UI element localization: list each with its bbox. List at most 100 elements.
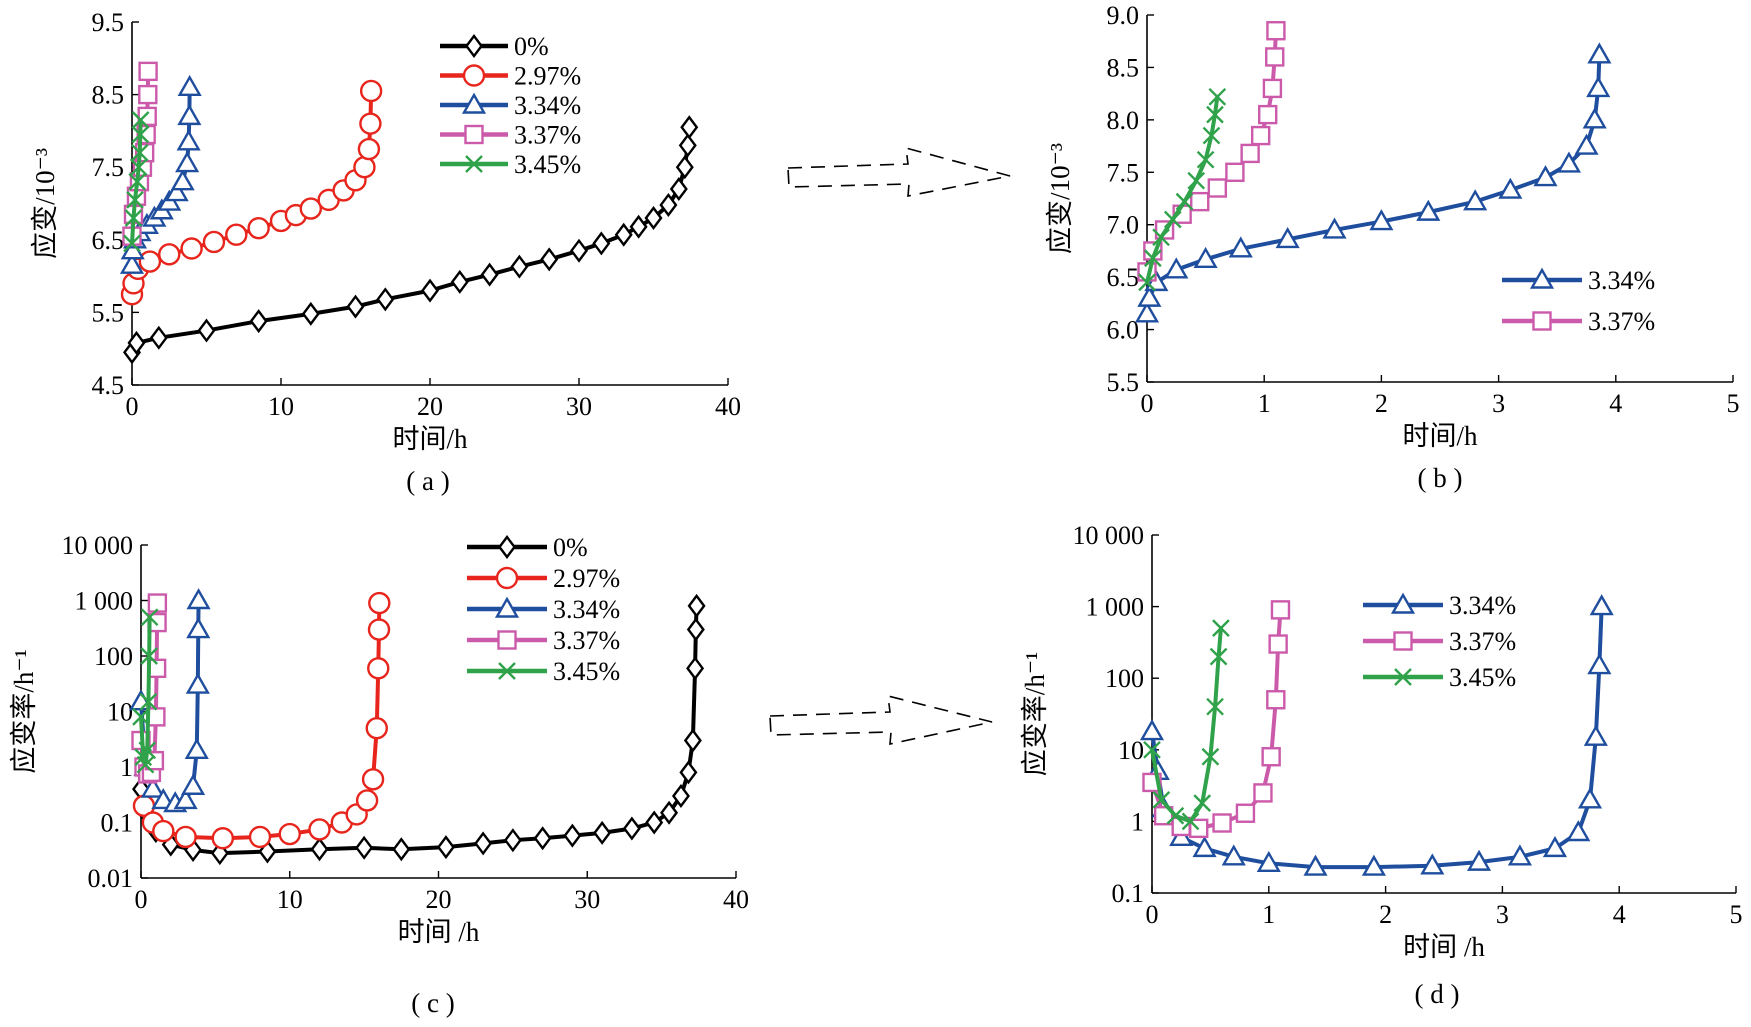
series-2.97%	[132, 591, 391, 850]
legend-marker	[1393, 631, 1413, 651]
data-point	[1193, 794, 1212, 812]
series-0%	[123, 115, 699, 365]
legend: 3.34% 3.37% 3.45%	[1363, 591, 1516, 692]
x-tick-label: 10	[277, 885, 303, 914]
data-point	[474, 831, 493, 856]
legend-label: 3.37%	[553, 626, 620, 655]
data-point	[1221, 844, 1246, 866]
data-point	[450, 269, 469, 294]
data-point	[680, 115, 699, 140]
x-tick-label: 2	[1379, 900, 1392, 929]
series-2.97%	[120, 79, 383, 306]
data-point	[1193, 246, 1218, 269]
y-tick-label: 8.0	[1107, 106, 1140, 135]
data-point	[1589, 594, 1614, 616]
data-point	[1582, 107, 1607, 129]
legend-marker	[465, 34, 483, 58]
x-tick-label: 3	[1492, 389, 1505, 418]
data-point	[131, 111, 150, 129]
x-tick-label: 0	[1146, 900, 1159, 929]
data-point	[249, 309, 268, 334]
data-point	[1240, 143, 1260, 164]
y-tick-label: 8.5	[1107, 53, 1140, 82]
data-point	[1164, 257, 1189, 279]
data-point	[131, 125, 150, 144]
data-point	[1143, 740, 1161, 759]
y-tick-label: 6.5	[92, 226, 125, 255]
data-point	[1202, 126, 1221, 145]
data-point	[563, 823, 582, 848]
data-point	[278, 822, 301, 846]
x-tick-label: 10	[268, 392, 294, 421]
data-point	[1207, 178, 1228, 198]
data-point	[1153, 806, 1174, 826]
legend-marker	[498, 535, 516, 559]
panel-label: ( a )	[406, 466, 449, 496]
x-tick-label: 3	[1496, 900, 1509, 929]
x-tick-label: 2	[1375, 389, 1388, 418]
data-point	[180, 773, 206, 795]
data-point	[1137, 285, 1162, 307]
data-point	[186, 588, 211, 610]
data-point	[1212, 813, 1232, 833]
panel-label: ( c )	[411, 988, 454, 1018]
data-point	[1498, 177, 1523, 199]
y-tick-label: 9.0	[1107, 1, 1140, 30]
legend-label: 3.37%	[514, 121, 581, 150]
x-tick-label: 20	[426, 885, 452, 914]
x-tick-label: 30	[574, 885, 600, 914]
data-point	[1196, 150, 1215, 169]
data-point	[570, 238, 588, 263]
data-point	[686, 617, 705, 642]
data-point	[1152, 228, 1170, 247]
data-point	[174, 825, 197, 849]
data-point	[1209, 647, 1228, 666]
data-point	[175, 151, 200, 173]
data-point	[679, 760, 698, 785]
data-point	[186, 617, 211, 639]
data-point	[660, 800, 679, 825]
data-point	[355, 789, 379, 812]
data-point	[1166, 806, 1185, 825]
y-tick-label: 9.5	[92, 8, 125, 37]
data-point	[176, 129, 201, 151]
data-point	[140, 776, 165, 798]
data-point	[533, 826, 552, 851]
y-tick-label: 10 000	[1073, 521, 1145, 550]
data-point	[359, 112, 382, 135]
legend-marker	[1390, 592, 1416, 614]
data-point	[353, 155, 376, 179]
data-point	[346, 294, 365, 319]
data-point	[1190, 191, 1210, 212]
data-point	[1587, 653, 1612, 675]
y-tick-label: 1	[1131, 807, 1144, 836]
y-tick-label: 10	[107, 698, 133, 727]
y-tick-label: 5.5	[1107, 368, 1140, 397]
y-tick-label: 1 000	[1086, 593, 1145, 622]
data-point	[1262, 78, 1283, 99]
data-point	[376, 287, 395, 312]
data-point	[1235, 803, 1256, 823]
data-point	[355, 835, 374, 860]
data-point	[301, 301, 320, 326]
data-point	[1463, 189, 1488, 211]
data-point	[1270, 600, 1291, 620]
x-tick-label: 4	[1613, 900, 1626, 929]
data-point	[645, 810, 664, 835]
x-tick-label: 0	[1141, 389, 1154, 418]
data-point	[1361, 854, 1386, 876]
x-axis-label: 时间/h	[1402, 421, 1478, 451]
data-point	[128, 172, 147, 191]
data-point	[1228, 236, 1253, 258]
data-point	[1163, 210, 1182, 229]
data-point	[1268, 634, 1288, 654]
legend-marker	[462, 64, 486, 87]
legend: 3.34% 3.37%	[1502, 266, 1655, 336]
data-point	[510, 254, 529, 279]
data-point	[614, 222, 633, 247]
data-point	[421, 278, 439, 303]
data-point	[138, 84, 158, 105]
data-point	[1322, 217, 1347, 239]
legend-label: 0%	[514, 32, 549, 61]
data-point	[367, 618, 391, 641]
